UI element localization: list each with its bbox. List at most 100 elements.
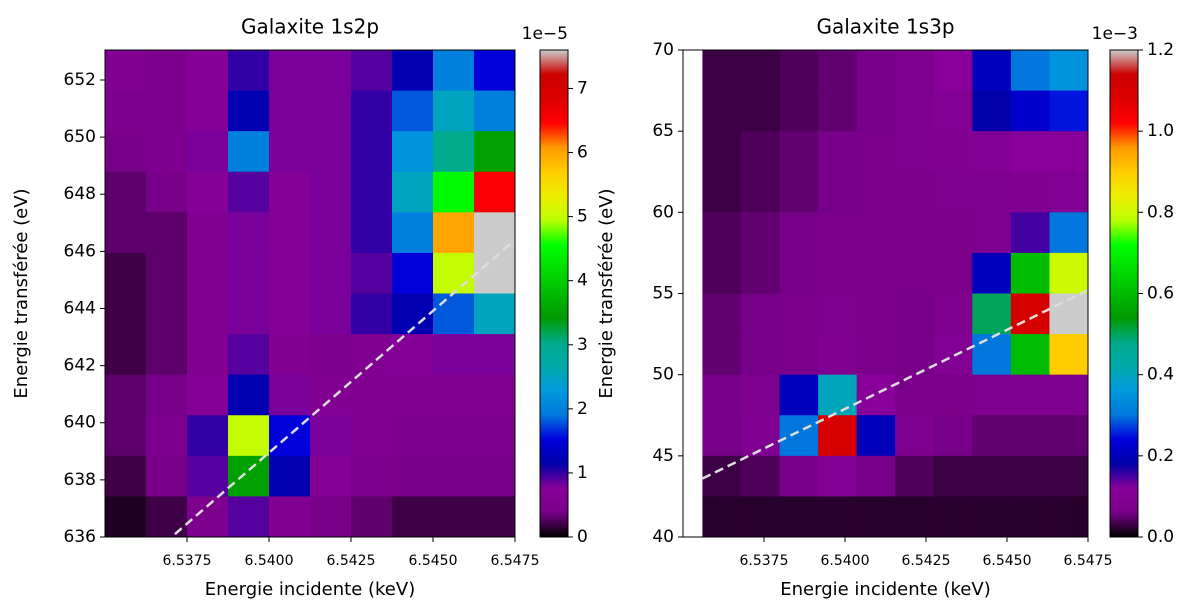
heatmap-cell xyxy=(474,334,516,376)
y-tick-label: 650 xyxy=(64,127,96,147)
heatmap-cell xyxy=(779,496,819,538)
heatmap-cell xyxy=(895,293,935,335)
heatmap-cell xyxy=(146,293,188,335)
heatmap-cell xyxy=(187,374,229,416)
colorbar-tick-label: 2 xyxy=(577,399,588,419)
heatmap-cell xyxy=(895,496,935,538)
heatmap-cells xyxy=(702,50,1089,538)
heatmap-cell xyxy=(1010,212,1050,254)
heatmap-cell xyxy=(187,252,229,294)
y-axis-label: Energie transférée (eV) xyxy=(11,188,32,398)
heatmap-cell xyxy=(933,496,973,538)
heatmap-cell xyxy=(895,252,935,294)
heatmap-cell xyxy=(105,293,147,335)
heatmap-cell xyxy=(433,496,475,538)
heatmap-cell xyxy=(818,415,858,457)
heatmap-cell xyxy=(740,252,781,294)
heatmap-cell xyxy=(105,334,147,376)
heatmap-cell xyxy=(895,455,935,497)
heatmap-cell xyxy=(228,334,270,376)
heatmap-cell xyxy=(269,171,311,213)
heatmap-cell xyxy=(818,212,858,254)
heatmap-cell xyxy=(1049,252,1089,294)
heatmap-cell xyxy=(933,415,973,457)
heatmap-cell xyxy=(895,131,935,173)
heatmap-cell xyxy=(310,455,352,497)
x-tick-label: 6.5375 xyxy=(740,553,789,569)
heatmap-cell xyxy=(474,90,516,132)
heatmap-cell xyxy=(392,90,434,132)
heatmap-cell xyxy=(1010,455,1050,497)
heatmap-cell xyxy=(187,334,229,376)
heatmap-cell xyxy=(146,212,188,254)
dashed-line xyxy=(701,289,1089,480)
heatmap-cell xyxy=(228,415,270,457)
heatmap-cell xyxy=(933,131,973,173)
x-tick-label: 6.5425 xyxy=(327,553,376,569)
heatmap-cells xyxy=(105,50,516,538)
x-tick-label: 6.5475 xyxy=(1064,553,1113,569)
colorbar-tick-label: 0.8 xyxy=(1147,202,1174,222)
heatmap-cell xyxy=(856,455,896,497)
colorbar-tick-label: 0.0 xyxy=(1147,527,1174,547)
y-tick-label: 636 xyxy=(64,527,96,547)
heatmap-cell xyxy=(433,90,475,132)
heatmap-cell xyxy=(433,415,475,457)
heatmap-cell xyxy=(702,252,742,294)
colorbar-tick-label: 4 xyxy=(577,271,588,291)
heatmap-cell xyxy=(972,252,1012,294)
heatmap-cell xyxy=(105,90,147,132)
colorbar-tick-label: 0.6 xyxy=(1147,284,1174,304)
y-axis-label: Energie transférée (eV) xyxy=(596,188,617,398)
heatmap-cell xyxy=(972,374,1012,416)
heatmap-cell xyxy=(818,131,858,173)
colorbar xyxy=(539,49,569,538)
heatmap-cell xyxy=(1049,50,1089,92)
colorbar-tick-label: 5 xyxy=(577,207,588,227)
heatmap-cell xyxy=(1049,415,1089,457)
heatmap-cell xyxy=(269,252,311,294)
heatmap-cell xyxy=(702,374,742,416)
heatmap-cell xyxy=(1049,212,1089,254)
heatmap-cell xyxy=(474,50,516,92)
x-tick-label: 6.5450 xyxy=(409,553,458,569)
heatmap-cell xyxy=(972,455,1012,497)
heatmap-cell xyxy=(228,90,270,132)
heatmap-cell xyxy=(1010,415,1050,457)
y-tick-label: 640 xyxy=(64,413,96,433)
heatmap-cell xyxy=(146,415,188,457)
heatmap-cell xyxy=(269,293,311,335)
heatmap-cell xyxy=(702,293,742,335)
heatmap-cell xyxy=(1049,455,1089,497)
heatmap-cell xyxy=(1010,50,1050,92)
heatmap-cell xyxy=(269,131,311,173)
heatmap-cell xyxy=(895,415,935,457)
x-tick-label: 6.5400 xyxy=(245,553,294,569)
heatmap-cell xyxy=(933,293,973,335)
colorbar xyxy=(1109,49,1139,538)
heatmap-cell xyxy=(856,212,896,254)
heatmap-cell xyxy=(146,131,188,173)
heatmap-cell xyxy=(972,212,1012,254)
y-tick-label: 646 xyxy=(64,241,96,261)
heatmap-cell xyxy=(351,293,393,335)
heatmap-cell xyxy=(972,90,1012,132)
y-tick-label: 40 xyxy=(652,527,674,547)
heatmap-cell xyxy=(1010,131,1050,173)
heatmap-cell xyxy=(433,252,475,294)
heatmap-cell xyxy=(187,496,229,538)
heatmap-cell xyxy=(1010,171,1050,213)
heatmap-cell xyxy=(779,50,819,92)
heatmap-cell xyxy=(1010,252,1050,294)
colorbar-tick-label: 0 xyxy=(577,527,588,547)
heatmap-cell xyxy=(779,334,819,376)
heatmap-cell xyxy=(856,293,896,335)
heatmap-cell xyxy=(1010,496,1050,538)
x-tick-label: 6.5450 xyxy=(983,553,1032,569)
colorbar-tick-label: 0.4 xyxy=(1147,365,1174,385)
heatmap-cell xyxy=(310,415,352,457)
colorbar-offset-label: 1e−5 xyxy=(522,24,568,44)
heatmap-cell xyxy=(187,90,229,132)
heatmap-cell xyxy=(146,496,188,538)
